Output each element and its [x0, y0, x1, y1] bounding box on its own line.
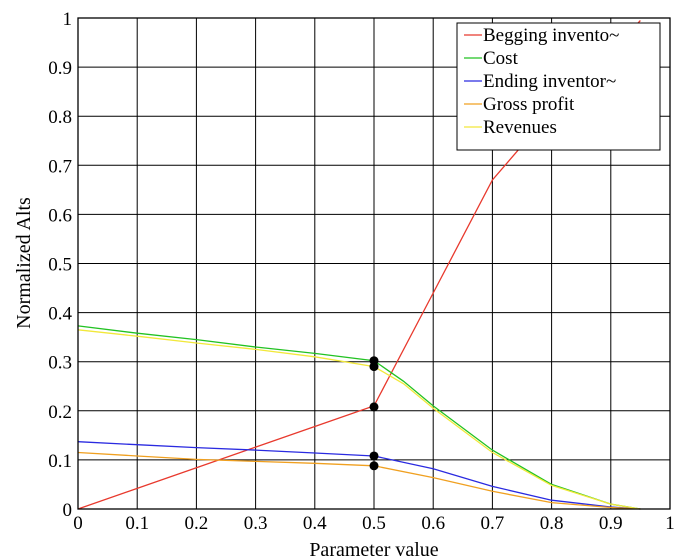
- y-tick-label: 0.2: [48, 402, 72, 423]
- series-line-ending-inventor: [77, 441, 641, 510]
- series-line-cost: [77, 325, 641, 510]
- x-axis-title: Parameter value: [309, 539, 438, 560]
- x-tick-label: 0.5: [362, 513, 386, 534]
- y-tick-label: 1: [63, 9, 73, 30]
- y-tick-label: 0.3: [48, 353, 72, 374]
- y-tick-label: 0: [63, 500, 73, 521]
- y-tick-label: 0.5: [48, 255, 72, 276]
- series-line-revenues: [77, 329, 641, 510]
- x-tick-labels: 0 0.1 0.2 0.3 0.4 0.5 0.6 0.7 0.8 0.9 1: [73, 513, 675, 534]
- y-tick-label: 0.1: [48, 451, 72, 472]
- highlight-markers: [369, 356, 379, 471]
- highlight-marker: [369, 402, 379, 412]
- x-tick-label: 0.4: [303, 513, 327, 534]
- plot-frame: [77, 17, 671, 510]
- x-tick-label: 0.2: [185, 513, 209, 534]
- legend-label: Cost: [483, 48, 519, 69]
- x-tick-label: 0.8: [540, 513, 564, 534]
- x-tick-label: 0.7: [481, 513, 505, 534]
- legend-label: Revenues: [483, 117, 557, 138]
- y-axis-title: Normalized Alts: [13, 197, 35, 329]
- y-tick-labels: 0 0.1 0.2 0.3 0.4 0.5 0.6 0.7 0.8 0.9 1: [48, 9, 72, 521]
- legend-label: Begging invento~: [483, 25, 619, 46]
- y-tick-label: 0.4: [48, 304, 72, 325]
- y-tick-label: 0.9: [48, 58, 72, 79]
- x-tick-label: 0.6: [421, 513, 445, 534]
- highlight-marker: [369, 451, 379, 461]
- legend-label: Ending inventor~: [483, 71, 616, 92]
- y-tick-label: 0.7: [48, 156, 72, 177]
- x-tick-label: 0.3: [244, 513, 268, 534]
- highlight-marker: [369, 461, 379, 471]
- x-tick-label: 0.1: [125, 513, 149, 534]
- y-tick-label: 0.6: [48, 205, 72, 226]
- highlight-marker: [369, 362, 379, 372]
- x-tick-label: 0: [73, 513, 83, 534]
- x-tick-label: 1: [665, 513, 675, 534]
- legend-label: Gross profit: [483, 94, 575, 115]
- y-tick-label: 0.8: [48, 107, 72, 128]
- x-tick-label: 0.9: [599, 513, 623, 534]
- legend-box: [456, 22, 661, 151]
